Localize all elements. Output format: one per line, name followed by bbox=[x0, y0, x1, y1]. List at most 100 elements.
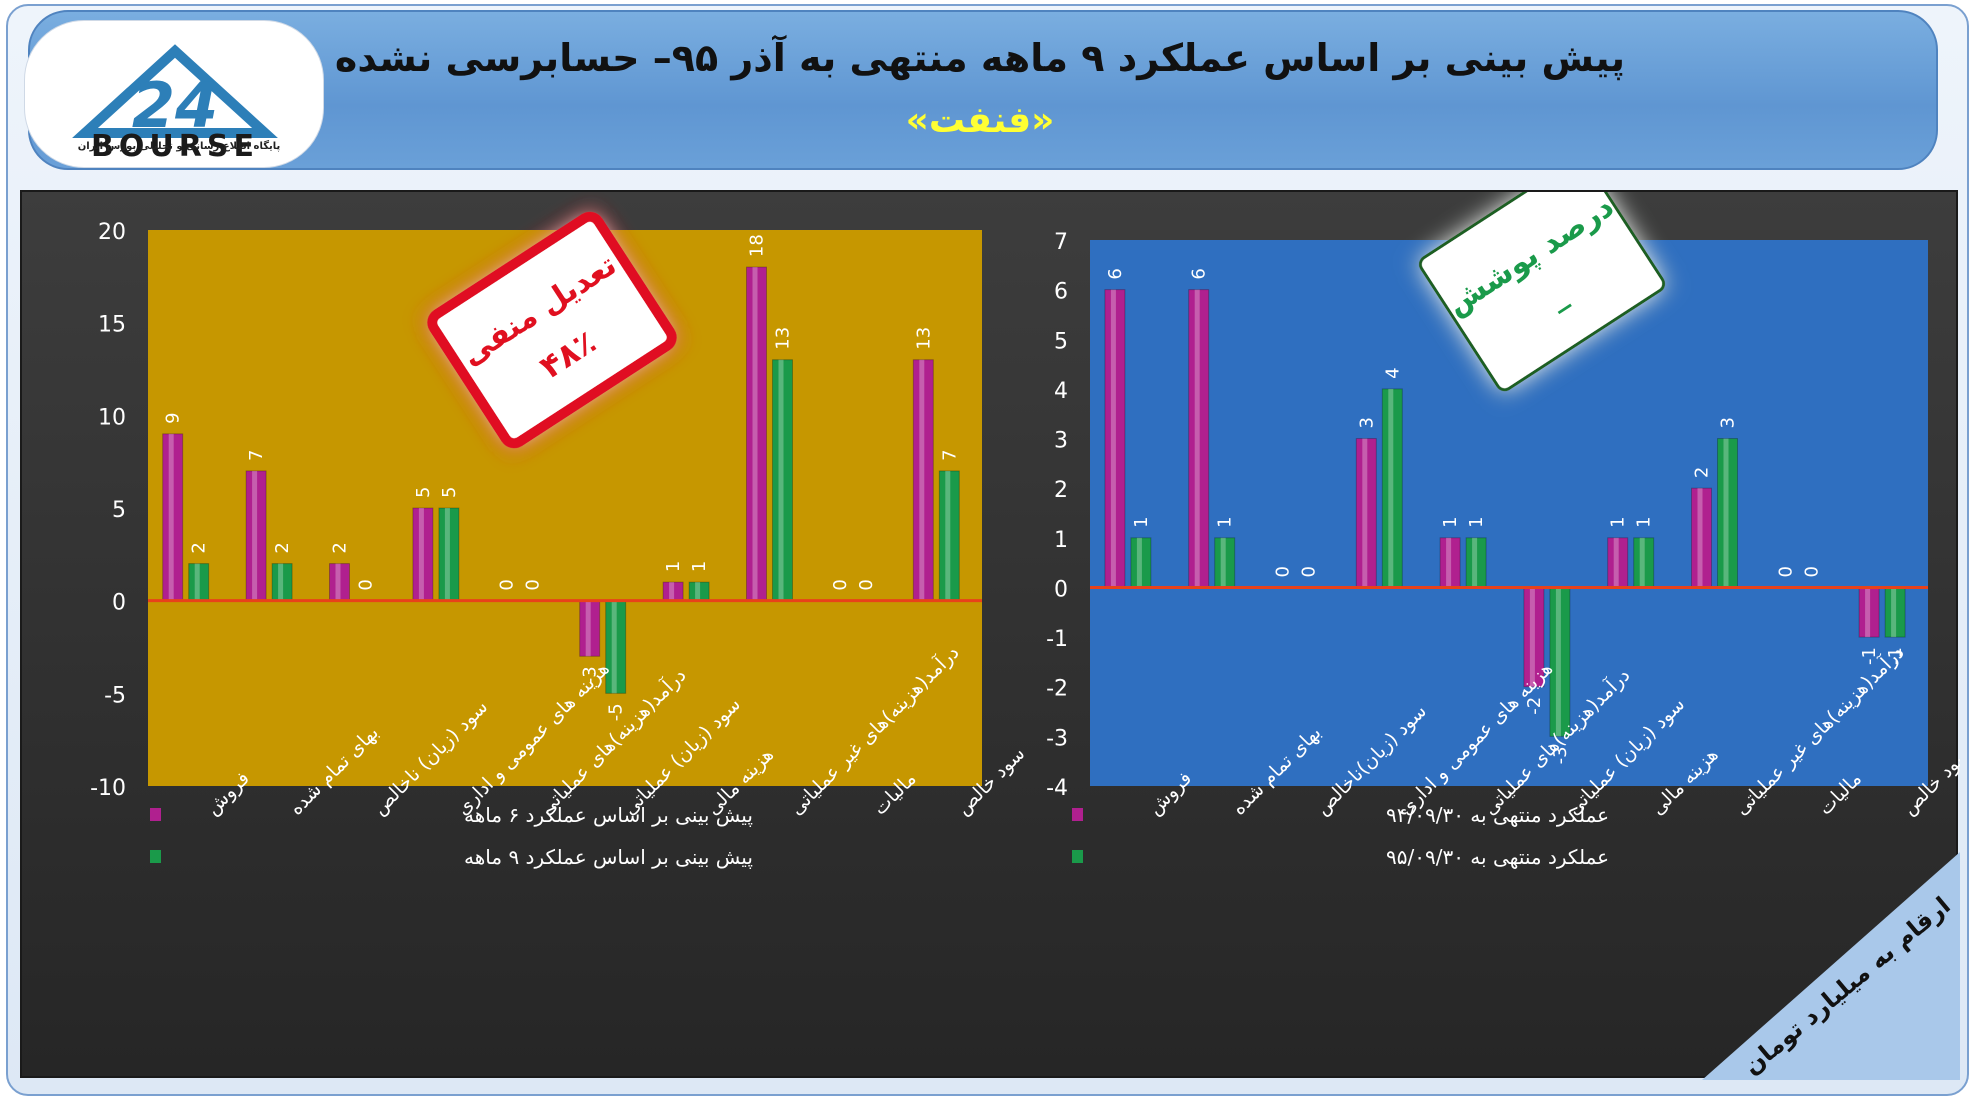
bar-highlight bbox=[1446, 537, 1452, 588]
page-title: پیش بینی بر اساس عملکرد ۹ ماهه منتهی به … bbox=[334, 36, 1626, 80]
bar-highlight bbox=[1723, 438, 1729, 588]
data-label: 2 bbox=[330, 542, 351, 553]
logo-brand: BOURSE bbox=[91, 129, 259, 164]
bar-highlight bbox=[1613, 537, 1619, 588]
bar-highlight bbox=[168, 433, 174, 601]
bar-highlight bbox=[945, 470, 951, 601]
data-label: -1 bbox=[1885, 647, 1906, 665]
data-label: -1 bbox=[1859, 647, 1880, 665]
bar-highlight bbox=[1136, 537, 1142, 588]
legend-label: عملکرد منتهی به ۹۵/۰۹/۳۰ bbox=[1386, 845, 1609, 869]
data-label: 1 bbox=[1215, 516, 1236, 527]
header-banner bbox=[28, 10, 1938, 170]
data-label: 0 bbox=[856, 579, 877, 590]
data-label: 1 bbox=[1608, 516, 1629, 527]
y-tick-label: 7 bbox=[1054, 230, 1068, 255]
bar-highlight bbox=[695, 582, 701, 601]
bar-highlight bbox=[1639, 537, 1645, 588]
data-label: 6 bbox=[1189, 268, 1210, 279]
data-label: 2 bbox=[272, 542, 293, 553]
data-label: 5 bbox=[413, 487, 434, 498]
bar-highlight bbox=[1529, 587, 1535, 687]
y-tick-label: -3 bbox=[1046, 726, 1068, 751]
data-label: 1 bbox=[1440, 516, 1461, 527]
data-label: 3 bbox=[1356, 417, 1377, 428]
legend-label: پیش بینی بر اساس عملکرد ۶ ماهه bbox=[464, 803, 753, 828]
bar-highlight bbox=[1388, 388, 1394, 588]
data-label: -3 bbox=[1550, 746, 1571, 764]
y-tick-label: 5 bbox=[112, 498, 126, 523]
y-tick-label: 1 bbox=[1054, 528, 1068, 553]
y-tick-label: -5 bbox=[104, 683, 126, 708]
bar-highlight bbox=[335, 563, 341, 601]
logo-digits: 24 bbox=[132, 69, 218, 142]
bar-highlight bbox=[1362, 438, 1368, 588]
data-label: 5 bbox=[439, 487, 460, 498]
y-tick-label: -2 bbox=[1046, 677, 1068, 702]
y-tick-label: -10 bbox=[90, 776, 126, 801]
data-label: -5 bbox=[606, 703, 627, 721]
y-tick-label: 5 bbox=[1054, 329, 1068, 354]
y-tick-label: 3 bbox=[1054, 429, 1068, 454]
right-badge-box bbox=[1418, 156, 1666, 392]
legend-swatch bbox=[1072, 808, 1083, 821]
data-label: 6 bbox=[1105, 268, 1126, 279]
data-label: 9 bbox=[163, 412, 184, 423]
bar-highlight bbox=[1865, 587, 1871, 638]
data-label: 18 bbox=[747, 234, 768, 257]
y-tick-label: 20 bbox=[98, 220, 126, 245]
data-label: 1 bbox=[1131, 516, 1152, 527]
logo-graphic: 24 BOURSE bbox=[72, 44, 278, 164]
left-badge-box bbox=[427, 211, 677, 449]
logo: 24 BOURSE bbox=[24, 20, 324, 168]
data-label: 1 bbox=[1466, 516, 1487, 527]
data-label: 0 bbox=[830, 579, 851, 590]
data-label: 0 bbox=[1775, 566, 1796, 577]
data-label: 0 bbox=[496, 579, 517, 590]
y-tick-label: 6 bbox=[1054, 280, 1068, 305]
bar-highlight bbox=[1110, 289, 1116, 588]
y-tick-label: 10 bbox=[98, 405, 126, 430]
data-label: 3 bbox=[1718, 417, 1739, 428]
data-label: 13 bbox=[773, 327, 794, 350]
page-subtitle: «فنفت» bbox=[905, 100, 1055, 141]
data-label: -2 bbox=[1524, 697, 1545, 715]
bar-highlight bbox=[669, 582, 675, 601]
data-label: 0 bbox=[1801, 566, 1822, 577]
data-label: 7 bbox=[246, 449, 267, 460]
bar-highlight bbox=[1697, 488, 1703, 588]
bar-highlight bbox=[611, 600, 617, 694]
bar-highlight bbox=[919, 359, 925, 601]
left-badge: تعدیل منفی ۴۸٪ bbox=[427, 211, 677, 449]
data-label: 2 bbox=[189, 542, 210, 553]
bar-highlight bbox=[252, 470, 258, 601]
bar-highlight bbox=[752, 267, 758, 601]
bar-highlight bbox=[585, 600, 591, 657]
data-label: 1 bbox=[663, 561, 684, 572]
logo-triangle bbox=[72, 44, 278, 138]
legend-swatch bbox=[150, 808, 161, 821]
bar-highlight bbox=[194, 563, 200, 601]
legend-swatch bbox=[150, 850, 161, 863]
bar-highlight bbox=[418, 508, 424, 601]
y-tick-label: 0 bbox=[1054, 577, 1068, 602]
units-ribbon bbox=[1702, 852, 1960, 1080]
data-label: 0 bbox=[1299, 566, 1320, 577]
data-label: 1 bbox=[689, 561, 710, 572]
y-tick-label: 4 bbox=[1054, 379, 1068, 404]
bar-highlight bbox=[1891, 587, 1897, 638]
data-label: 0 bbox=[1273, 566, 1294, 577]
bar-highlight bbox=[1194, 289, 1200, 588]
data-label: 0 bbox=[522, 579, 543, 590]
data-label: 1 bbox=[1634, 516, 1655, 527]
bar-highlight bbox=[778, 359, 784, 601]
data-label: -3 bbox=[580, 666, 601, 684]
y-tick-label: 15 bbox=[98, 313, 126, 338]
data-label: 13 bbox=[913, 327, 934, 350]
logo-caption: پایگاه اطلاع رسانی و تحلیلی بورس ایران bbox=[77, 141, 281, 152]
data-label: 0 bbox=[356, 579, 377, 590]
y-tick-label: -1 bbox=[1046, 627, 1068, 652]
y-tick-label: 2 bbox=[1054, 478, 1068, 503]
y-tick-label: 0 bbox=[112, 591, 126, 616]
